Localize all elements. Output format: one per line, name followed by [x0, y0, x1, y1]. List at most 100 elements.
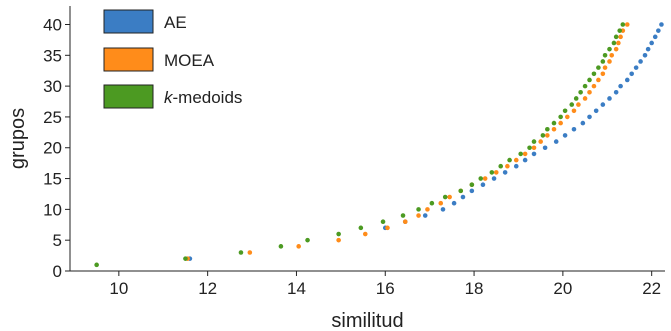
y-tick-label: 40	[43, 15, 62, 34]
point-moea	[624, 22, 630, 27]
x-axis-title: similitud	[331, 310, 403, 331]
point-k-medoids	[540, 133, 546, 138]
legend-label-k-medoids: k-medoids	[164, 88, 242, 107]
point-moea	[613, 46, 619, 52]
legend-item-moea: MOEA	[103, 47, 215, 72]
point-ae	[613, 89, 619, 95]
point-moea	[482, 176, 488, 181]
point-ae	[652, 34, 658, 40]
point-k-medoids	[183, 256, 188, 261]
point-moea	[607, 59, 612, 64]
legend-label-medoids: -medoids	[173, 88, 243, 107]
point-ae	[638, 59, 643, 64]
point-moea	[385, 225, 390, 231]
point-ae	[633, 65, 639, 70]
point-moea	[425, 207, 430, 212]
point-ae	[451, 200, 457, 206]
y-tick-label: 35	[43, 46, 62, 65]
point-moea	[438, 200, 444, 206]
point-k-medoids	[507, 157, 512, 163]
point-moea	[616, 40, 621, 46]
point-moea	[565, 114, 570, 120]
point-k-medoids	[582, 83, 588, 89]
point-ae	[531, 151, 537, 157]
point-k-medoids	[238, 250, 244, 255]
point-k-medoids	[620, 22, 626, 27]
point-moea	[582, 96, 588, 101]
x-tick-label: 12	[198, 279, 217, 298]
point-k-medoids	[469, 182, 475, 188]
point-moea	[545, 133, 550, 138]
point-ae	[580, 120, 586, 126]
point-moea	[551, 126, 557, 132]
point-ae	[645, 46, 651, 52]
point-ae	[513, 163, 519, 169]
point-ae	[542, 145, 548, 151]
point-k-medoids	[613, 34, 619, 40]
point-ae	[629, 71, 634, 77]
legend: AE MOEA k-medoids	[103, 9, 242, 109]
point-k-medoids	[94, 262, 99, 268]
point-k-medoids	[416, 207, 421, 212]
point-k-medoids	[617, 28, 623, 33]
point-ae	[440, 207, 446, 212]
point-ae	[553, 139, 559, 144]
legend-item-ae: AE	[103, 9, 187, 34]
point-ae	[593, 108, 599, 114]
point-moea	[336, 237, 341, 243]
point-ae	[607, 96, 612, 101]
point-ae	[600, 102, 606, 107]
point-k-medoids	[278, 244, 284, 249]
point-k-medoids	[602, 53, 608, 58]
point-k-medoids	[551, 120, 557, 126]
point-ae	[491, 176, 497, 181]
legend-swatch-moea	[103, 47, 154, 72]
point-k-medoids	[545, 126, 550, 132]
y-tick-label: 15	[43, 170, 62, 189]
point-moea	[402, 219, 408, 224]
legend-label-k: k	[164, 88, 174, 107]
y-tick-label: 30	[43, 77, 62, 96]
point-k-medoids	[400, 213, 406, 218]
point-k-medoids	[336, 231, 341, 237]
point-moea	[522, 151, 528, 157]
point-ae	[502, 170, 508, 175]
x-tick-label: 20	[553, 279, 572, 298]
point-k-medoids	[558, 114, 563, 120]
point-k-medoids	[498, 163, 504, 169]
legend-swatch-k-medoids	[103, 84, 154, 109]
point-moea	[591, 83, 597, 89]
point-ae	[460, 194, 466, 200]
point-ae	[624, 77, 630, 83]
y-tick-label: 10	[43, 200, 62, 219]
series-k-medoids	[94, 22, 626, 268]
point-ae	[642, 53, 648, 58]
point-k-medoids	[518, 151, 523, 157]
legend-label-ae: AE	[164, 13, 187, 32]
x-tick-label: 18	[465, 279, 484, 298]
legend-label-moea: MOEA	[164, 51, 215, 70]
point-moea	[538, 139, 543, 144]
point-k-medoids	[578, 89, 583, 95]
point-k-medoids	[527, 145, 532, 151]
point-ae	[522, 157, 528, 163]
y-tick-label: 25	[43, 108, 62, 127]
point-k-medoids	[380, 219, 386, 224]
point-k-medoids	[600, 59, 606, 64]
point-moea	[618, 34, 623, 40]
point-ae	[469, 188, 475, 194]
point-k-medoids	[489, 170, 495, 175]
point-k-medoids	[587, 77, 592, 83]
point-moea	[600, 71, 606, 77]
x-tick-label: 10	[109, 279, 128, 298]
point-k-medoids	[458, 188, 464, 194]
point-moea	[296, 244, 301, 249]
point-k-medoids	[358, 225, 364, 231]
x-tick-label: 16	[376, 279, 395, 298]
point-ae	[618, 83, 623, 89]
point-k-medoids	[596, 65, 601, 70]
point-k-medoids	[573, 96, 579, 101]
point-k-medoids	[442, 194, 448, 200]
point-moea	[362, 231, 368, 237]
point-moea	[531, 145, 537, 151]
